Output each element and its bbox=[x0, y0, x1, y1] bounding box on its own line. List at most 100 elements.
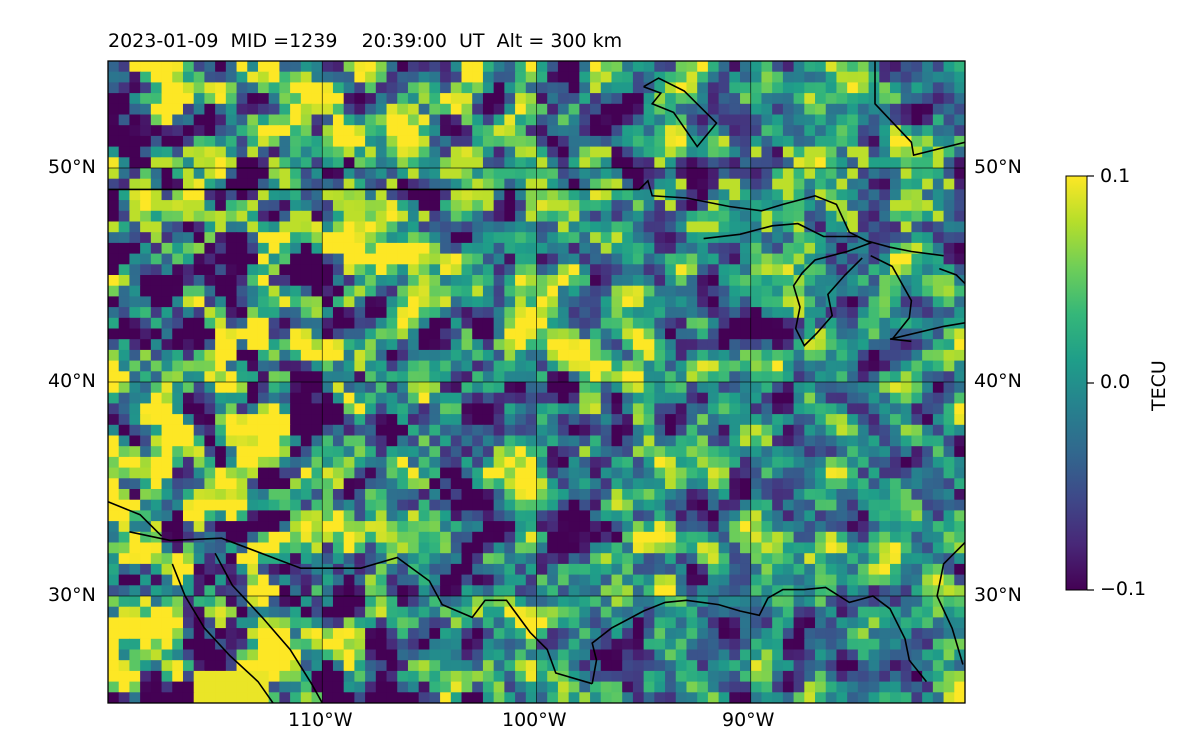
tec-cell bbox=[418, 606, 430, 618]
tec-cell bbox=[557, 660, 570, 672]
tec-cell bbox=[772, 403, 784, 415]
tec-cell bbox=[782, 285, 795, 297]
tec-cell bbox=[365, 510, 377, 522]
tec-cell bbox=[182, 681, 195, 693]
tec-cell bbox=[654, 521, 666, 533]
tec-cell bbox=[365, 435, 377, 447]
tec-cell bbox=[140, 563, 152, 576]
tec-cell bbox=[750, 135, 763, 148]
tec-cell bbox=[515, 585, 527, 597]
tec-cell bbox=[761, 307, 773, 319]
tec-cell bbox=[204, 168, 216, 180]
tec-cell bbox=[772, 307, 784, 319]
tec-cell bbox=[665, 135, 677, 148]
tec-cell bbox=[140, 242, 152, 255]
tec-cell bbox=[675, 317, 688, 330]
tec-cell bbox=[182, 585, 195, 597]
tec-cell bbox=[386, 82, 398, 94]
tec-cell bbox=[193, 553, 206, 565]
tec-cell bbox=[472, 478, 484, 490]
tec-cell bbox=[354, 253, 366, 265]
tec-cell bbox=[793, 371, 805, 383]
tec-cell bbox=[622, 349, 634, 362]
tec-cell bbox=[954, 242, 965, 255]
tec-cell bbox=[954, 670, 965, 683]
tec-cell bbox=[504, 349, 516, 362]
tec-cell bbox=[268, 189, 280, 201]
tec-cell bbox=[675, 467, 688, 479]
tec-cell bbox=[493, 221, 505, 233]
tec-cell bbox=[354, 510, 366, 522]
tec-cell bbox=[150, 692, 163, 703]
tec-cell bbox=[118, 382, 131, 394]
tec-cell bbox=[868, 596, 880, 608]
tec-cell bbox=[793, 125, 805, 137]
tec-cell bbox=[825, 168, 838, 180]
tec-cell bbox=[397, 467, 409, 479]
tec-cell bbox=[172, 553, 184, 565]
tec-cell bbox=[718, 424, 730, 437]
tec-cell bbox=[568, 264, 580, 276]
tec-cell bbox=[472, 317, 484, 330]
tec-cell bbox=[857, 264, 870, 276]
tec-cell bbox=[825, 146, 838, 158]
tec-cell bbox=[440, 189, 452, 201]
tec-cell bbox=[215, 339, 227, 351]
tec-cell bbox=[172, 253, 184, 265]
tec-cell bbox=[418, 157, 430, 169]
tec-cell bbox=[140, 531, 152, 544]
tec-cell bbox=[461, 93, 473, 105]
tec-cell bbox=[857, 285, 870, 297]
tec-cell bbox=[665, 125, 677, 137]
tec-cell bbox=[386, 414, 398, 426]
tec-cell bbox=[493, 542, 505, 554]
tec-cell bbox=[675, 71, 688, 83]
tec-cell bbox=[890, 114, 902, 126]
tec-cell bbox=[825, 403, 838, 415]
tec-cell bbox=[450, 392, 463, 404]
tec-cell bbox=[954, 446, 965, 458]
tec-cell bbox=[793, 424, 805, 437]
tec-cell bbox=[129, 403, 141, 415]
tec-cell bbox=[182, 521, 195, 533]
tec-cell bbox=[675, 146, 688, 158]
tec-cell bbox=[707, 649, 720, 661]
tec-cell bbox=[568, 542, 580, 554]
tec-cell bbox=[857, 210, 870, 223]
tec-cell bbox=[375, 606, 388, 618]
tec-cell bbox=[268, 574, 280, 586]
tec-cell bbox=[815, 456, 827, 469]
tec-cell bbox=[150, 339, 163, 351]
tec-cell bbox=[654, 349, 666, 362]
tec-cell bbox=[868, 189, 880, 201]
tec-cell bbox=[536, 531, 548, 544]
tec-cell bbox=[686, 649, 698, 661]
tec-cell bbox=[225, 617, 238, 629]
tec-cell bbox=[686, 253, 698, 265]
tec-cell bbox=[622, 61, 634, 73]
tec-cell bbox=[215, 189, 227, 201]
tec-cell bbox=[450, 510, 463, 522]
tec-cell bbox=[900, 649, 913, 661]
tec-cell bbox=[236, 114, 248, 126]
tec-cell bbox=[332, 232, 345, 244]
tec-cell bbox=[579, 317, 591, 330]
tec-cell bbox=[804, 585, 816, 597]
tec-cell bbox=[332, 349, 345, 362]
tec-cell bbox=[429, 489, 441, 501]
tec-cell bbox=[225, 157, 238, 169]
tec-cell bbox=[247, 200, 259, 212]
tec-cell bbox=[761, 531, 773, 544]
tec-cell bbox=[461, 553, 473, 565]
tec-cell bbox=[686, 285, 698, 297]
tec-cell bbox=[150, 210, 163, 223]
tec-cell bbox=[622, 221, 634, 233]
tec-cell bbox=[268, 360, 280, 372]
tec-cell bbox=[472, 446, 484, 458]
tec-cell bbox=[118, 467, 131, 479]
tec-cell bbox=[557, 489, 570, 501]
tec-cell bbox=[697, 660, 709, 672]
tec-cell bbox=[590, 317, 602, 330]
tec-cell bbox=[750, 371, 763, 383]
tec-cell bbox=[922, 125, 934, 137]
